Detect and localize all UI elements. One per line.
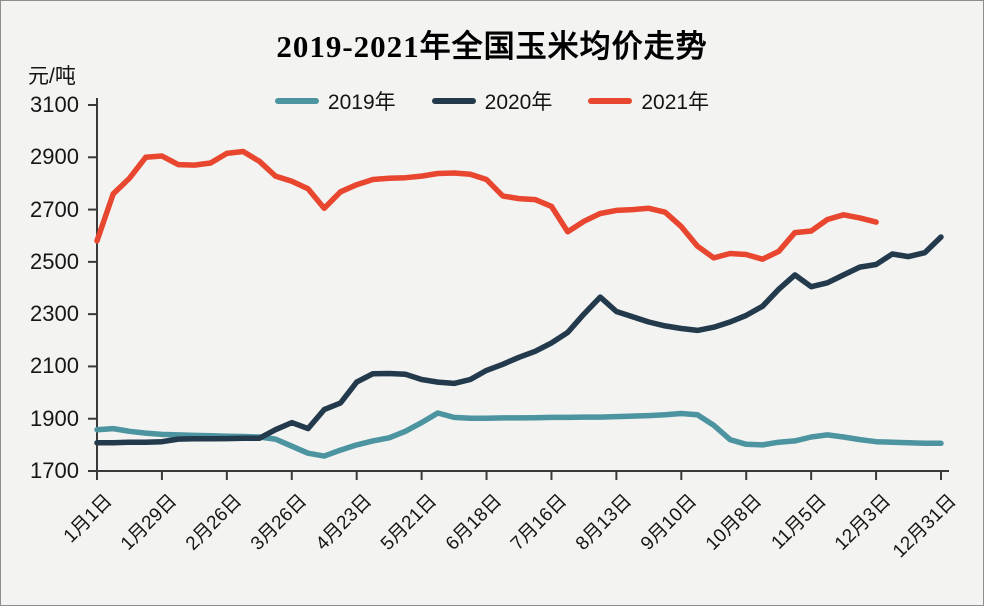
y-tick-label: 1900: [30, 405, 79, 431]
legend-label: 2020年: [484, 91, 553, 114]
y-tick-label: 2500: [30, 248, 79, 274]
y-tick-label: 2300: [30, 301, 79, 327]
y-axis-unit-label: 元/吨: [28, 65, 76, 88]
legend-line-swatch: [431, 98, 476, 104]
y-tick-label: 2700: [30, 196, 79, 222]
y-tick-label: 2900: [30, 144, 79, 170]
legend-label: 2021年: [641, 91, 710, 114]
y-tick-label: 3100: [30, 92, 79, 117]
series-line-2021年: [94, 148, 879, 262]
y-tick-label: 2100: [30, 353, 79, 379]
legend-item-2019年: 2019年: [274, 86, 396, 116]
y-tick-label: 1700: [30, 458, 79, 483]
chart-title: 2019-2021年全国玉米均价走势: [276, 29, 708, 64]
legend-label: 2019年: [327, 91, 396, 114]
series-line-2019年: [94, 410, 944, 459]
legend-item-2020年: 2020年: [431, 86, 553, 116]
legend: 2019年 2020年 2021年: [1, 88, 983, 114]
legend-line-swatch: [274, 98, 319, 104]
legend-item-2021年: 2021年: [588, 86, 709, 116]
legend-line-swatch: [588, 98, 633, 104]
series-line-2020年: [94, 234, 944, 446]
